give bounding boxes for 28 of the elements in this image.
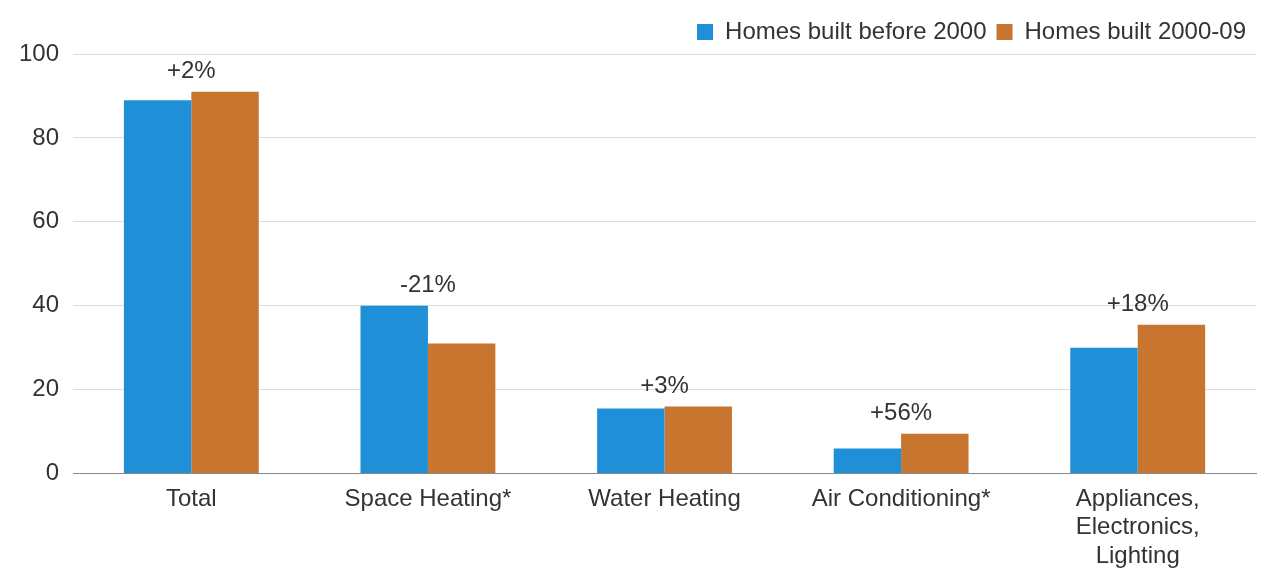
bar xyxy=(1137,324,1206,474)
x-tick-label: Appliances, Electronics, Lighting xyxy=(1075,483,1200,569)
bar xyxy=(427,343,496,474)
y-tick-label: 20 xyxy=(32,374,60,402)
y-tick-label: 100 xyxy=(19,38,60,66)
annotation: +18% xyxy=(1106,289,1169,317)
bar xyxy=(191,91,259,474)
bar xyxy=(833,448,902,474)
x-tick-label: Air Conditioning* xyxy=(811,483,991,511)
bar xyxy=(597,408,665,474)
bar xyxy=(901,433,969,474)
x-tick-label: Space Heating* xyxy=(344,483,512,511)
y-tick-label: 40 xyxy=(32,290,60,318)
y-tick-label: 60 xyxy=(32,206,60,234)
bar xyxy=(360,305,428,474)
bar xyxy=(123,100,192,474)
x-tick-label: Water Heating xyxy=(588,483,741,511)
y-tick-label: 80 xyxy=(32,122,60,150)
bar xyxy=(1070,347,1138,474)
x-tick-label: Total xyxy=(165,483,217,511)
legend-label: Homes built 2000-09 xyxy=(1024,16,1247,44)
bar xyxy=(664,406,732,474)
y-tick-label: 0 xyxy=(45,458,60,486)
annotation: -21% xyxy=(399,270,456,298)
annotation: +56% xyxy=(870,398,933,426)
annotation: +2% xyxy=(166,56,216,84)
legend-label: Homes built before 2000 xyxy=(725,16,987,44)
annotation: +3% xyxy=(640,371,689,399)
